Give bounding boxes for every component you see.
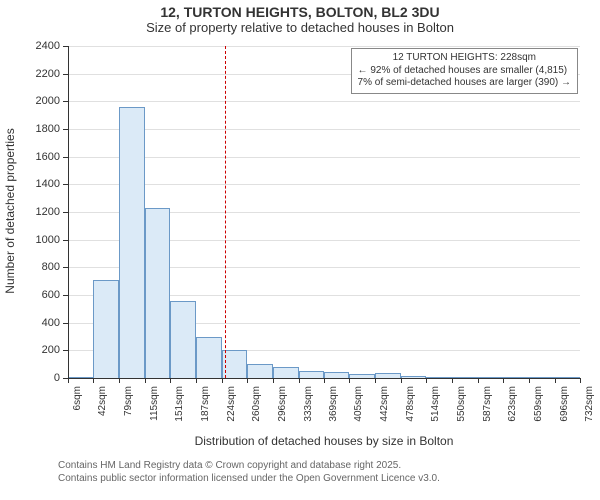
y-tick-label: 1600 bbox=[28, 151, 60, 163]
y-tick-label: 200 bbox=[28, 344, 60, 356]
x-tick-mark bbox=[299, 378, 300, 383]
x-axis-label: Distribution of detached houses by size … bbox=[68, 434, 580, 448]
histogram-bar bbox=[93, 280, 119, 378]
annotation-line1: 12 TURTON HEIGHTS: 228sqm bbox=[358, 52, 571, 65]
chart-title-line2: Size of property relative to detached ho… bbox=[0, 20, 600, 35]
x-tick-label: 260sqm bbox=[251, 386, 262, 436]
x-tick-mark bbox=[222, 378, 223, 383]
y-axis-line bbox=[68, 46, 69, 378]
x-tick-label: 623sqm bbox=[507, 386, 518, 436]
x-tick-label: 696sqm bbox=[559, 386, 570, 436]
x-tick-mark bbox=[170, 378, 171, 383]
x-tick-label: 296sqm bbox=[277, 386, 288, 436]
histogram-bar bbox=[299, 371, 324, 378]
x-tick-label: 6sqm bbox=[72, 386, 83, 436]
x-tick-label: 587sqm bbox=[482, 386, 493, 436]
grid-line bbox=[68, 101, 580, 102]
x-tick-mark bbox=[555, 378, 556, 383]
x-tick-label: 115sqm bbox=[149, 386, 160, 436]
grid-line bbox=[68, 46, 580, 47]
histogram-bar bbox=[196, 337, 222, 379]
x-tick-mark bbox=[93, 378, 94, 383]
x-tick-mark bbox=[145, 378, 146, 383]
x-tick-mark bbox=[324, 378, 325, 383]
footer-line2: Contains public sector information licen… bbox=[58, 473, 440, 486]
x-tick-mark bbox=[196, 378, 197, 383]
x-tick-label: 732sqm bbox=[584, 386, 595, 436]
x-tick-mark bbox=[247, 378, 248, 383]
y-axis-label: Number of detached properties bbox=[3, 111, 17, 311]
annotation-box: 12 TURTON HEIGHTS: 228sqm← 92% of detach… bbox=[351, 48, 578, 94]
title-block: 12, TURTON HEIGHTS, BOLTON, BL2 3DU Size… bbox=[0, 4, 600, 35]
y-tick-label: 2200 bbox=[28, 68, 60, 80]
x-tick-mark bbox=[503, 378, 504, 383]
x-tick-label: 442sqm bbox=[379, 386, 390, 436]
y-tick-label: 2000 bbox=[28, 95, 60, 107]
x-tick-label: 405sqm bbox=[353, 386, 364, 436]
x-tick-mark bbox=[529, 378, 530, 383]
footer-attribution: Contains HM Land Registry data © Crown c… bbox=[58, 460, 440, 485]
x-tick-mark bbox=[349, 378, 350, 383]
y-tick-label: 1000 bbox=[28, 234, 60, 246]
x-tick-label: 659sqm bbox=[533, 386, 544, 436]
x-tick-mark bbox=[478, 378, 479, 383]
histogram-bar bbox=[170, 301, 195, 378]
y-tick-label: 1200 bbox=[28, 206, 60, 218]
x-tick-mark bbox=[452, 378, 453, 383]
annotation-line3: 7% of semi-detached houses are larger (3… bbox=[358, 77, 571, 90]
x-tick-label: 333sqm bbox=[303, 386, 314, 436]
x-tick-label: 42sqm bbox=[97, 386, 108, 436]
x-tick-label: 550sqm bbox=[456, 386, 467, 436]
plot-area bbox=[68, 46, 580, 378]
x-tick-mark bbox=[375, 378, 376, 383]
x-tick-label: 187sqm bbox=[200, 386, 211, 436]
x-tick-mark bbox=[401, 378, 402, 383]
x-tick-mark bbox=[426, 378, 427, 383]
x-tick-label: 151sqm bbox=[174, 386, 185, 436]
chart-container: 12, TURTON HEIGHTS, BOLTON, BL2 3DU Size… bbox=[0, 0, 600, 500]
y-tick-label: 800 bbox=[28, 261, 60, 273]
reference-line bbox=[225, 46, 226, 378]
histogram-bar bbox=[273, 367, 299, 378]
x-tick-label: 478sqm bbox=[405, 386, 416, 436]
x-tick-mark bbox=[580, 378, 581, 383]
x-tick-mark bbox=[273, 378, 274, 383]
x-tick-mark bbox=[119, 378, 120, 383]
histogram-bar bbox=[145, 208, 170, 378]
histogram-bar bbox=[247, 364, 272, 378]
x-tick-label: 79sqm bbox=[123, 386, 134, 436]
x-tick-label: 224sqm bbox=[226, 386, 237, 436]
y-tick-label: 600 bbox=[28, 289, 60, 301]
footer-line1: Contains HM Land Registry data © Crown c… bbox=[58, 460, 440, 473]
y-tick-label: 0 bbox=[28, 372, 60, 384]
x-tick-label: 369sqm bbox=[328, 386, 339, 436]
y-tick-label: 2400 bbox=[28, 40, 60, 52]
histogram-bar bbox=[119, 107, 144, 378]
annotation-line2: ← 92% of detached houses are smaller (4,… bbox=[358, 65, 571, 78]
x-tick-mark bbox=[68, 378, 69, 383]
y-tick-label: 400 bbox=[28, 317, 60, 329]
x-tick-label: 514sqm bbox=[430, 386, 441, 436]
chart-title-line1: 12, TURTON HEIGHTS, BOLTON, BL2 3DU bbox=[0, 4, 600, 20]
y-tick-label: 1400 bbox=[28, 178, 60, 190]
y-tick-label: 1800 bbox=[28, 123, 60, 135]
